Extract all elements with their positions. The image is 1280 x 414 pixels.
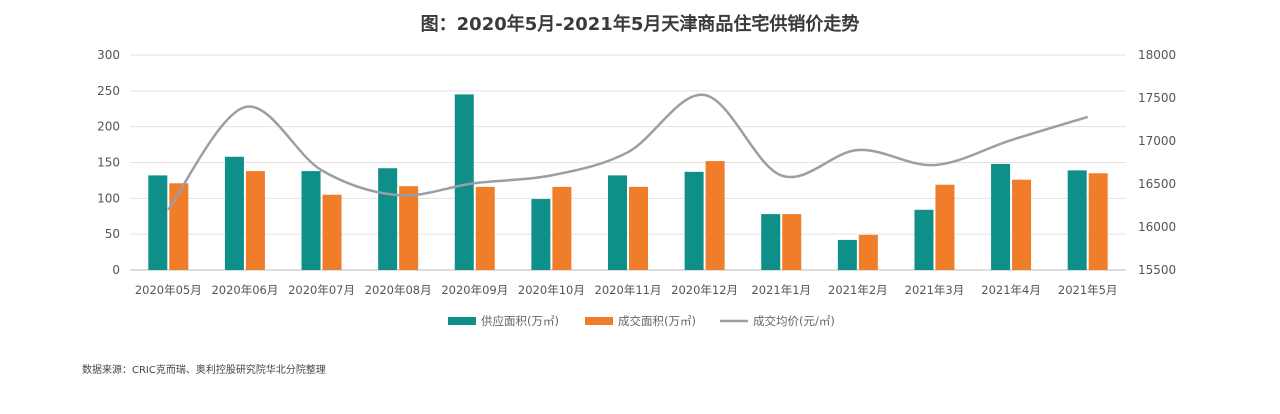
- x-tick-label: 2021年1月: [751, 283, 811, 297]
- x-tick-label: 2021年4月: [981, 283, 1041, 297]
- y2-tick-label: 16500: [1138, 177, 1176, 191]
- x-tick-label: 2021年3月: [905, 283, 965, 297]
- y-tick-label: 250: [97, 84, 120, 98]
- legend-swatch: [585, 317, 613, 325]
- bar-supply: [991, 163, 1011, 270]
- bar-deal: [782, 214, 802, 270]
- bar-supply: [684, 171, 704, 270]
- x-tick-label: 2020年11月: [595, 283, 662, 297]
- x-tick-label: 2021年5月: [1058, 283, 1118, 297]
- bar-deal: [935, 184, 955, 270]
- y2-tick-label: 18000: [1138, 48, 1176, 62]
- bar-supply: [301, 171, 321, 270]
- y2-tick-label: 15500: [1138, 263, 1176, 277]
- legend-label: 成交面积(万㎡): [618, 314, 696, 328]
- bar-deal: [245, 171, 265, 270]
- y2-tick-label: 17500: [1138, 91, 1176, 105]
- x-tick-label: 2020年05月: [135, 283, 202, 297]
- legend-label: 成交均价(元/㎡): [753, 314, 835, 328]
- y-tick-label: 100: [97, 191, 120, 205]
- bar-deal: [169, 183, 189, 270]
- y-tick-label: 200: [97, 120, 120, 134]
- y-tick-label: 50: [105, 227, 120, 241]
- x-tick-label: 2020年12月: [671, 283, 738, 297]
- bar-supply: [608, 175, 627, 270]
- bar-supply: [1067, 170, 1087, 270]
- y-tick-label: 300: [97, 48, 120, 62]
- bar-deal: [629, 186, 648, 270]
- x-tick-label: 2020年10月: [518, 283, 585, 297]
- bar-supply: [531, 199, 551, 270]
- bar-supply: [224, 156, 244, 270]
- bar-deal: [322, 194, 342, 270]
- source-note: 数据来源：CRIC克而瑞、奥利控股研究院华北分院整理: [82, 365, 326, 376]
- bar-deal: [1088, 173, 1108, 270]
- bar-deal: [552, 186, 572, 270]
- bar-supply: [454, 94, 474, 271]
- legend-swatch: [448, 317, 476, 325]
- bar-deal: [705, 161, 725, 270]
- bar-deal: [1012, 179, 1032, 270]
- x-tick-label: 2020年06月: [211, 283, 278, 297]
- x-tick-label: 2020年09月: [441, 283, 508, 297]
- bar-deal: [475, 186, 495, 270]
- bar-supply: [837, 239, 857, 270]
- x-tick-label: 2020年07月: [288, 283, 355, 297]
- bar-deal: [858, 234, 878, 270]
- y2-tick-label: 16000: [1138, 220, 1176, 234]
- legend-label: 供应面积(万㎡): [481, 314, 559, 328]
- bar-supply: [378, 168, 398, 270]
- bar-deal: [399, 186, 419, 270]
- chart-title: 图：2020年5月-2021年5月天津商品住宅供销价走势: [420, 14, 860, 35]
- bar-supply: [914, 209, 934, 270]
- y-tick-label: 0: [112, 263, 120, 277]
- bar-supply: [761, 214, 781, 270]
- x-tick-label: 2020年08月: [365, 283, 432, 297]
- y2-tick-label: 17000: [1138, 134, 1176, 148]
- x-tick-label: 2021年2月: [828, 283, 888, 297]
- price-line: [167, 93, 1089, 211]
- y-tick-label: 150: [97, 156, 120, 170]
- bar-supply: [148, 175, 168, 270]
